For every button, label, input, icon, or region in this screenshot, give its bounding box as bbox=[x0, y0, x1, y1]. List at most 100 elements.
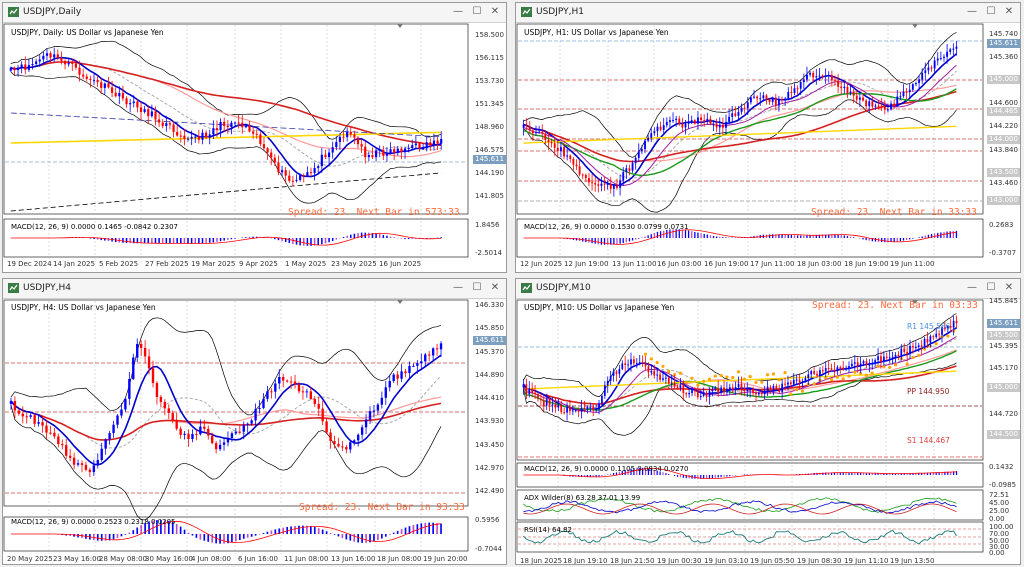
candle bbox=[622, 172, 625, 181]
minimize-button[interactable]: — bbox=[967, 282, 977, 293]
sar-dot bbox=[707, 377, 712, 381]
candle bbox=[234, 431, 238, 434]
price-label: 143.450 bbox=[475, 441, 504, 449]
candle bbox=[100, 82, 103, 88]
candle bbox=[943, 56, 945, 59]
candle bbox=[616, 185, 618, 188]
time-label: 16 Jun 19:00 bbox=[704, 260, 749, 268]
candle bbox=[222, 442, 226, 445]
candle bbox=[880, 356, 882, 362]
rsi-tick: 50.00 bbox=[989, 537, 1010, 545]
sar-dot bbox=[719, 373, 723, 378]
candle bbox=[756, 96, 759, 99]
candle bbox=[554, 404, 557, 408]
candle bbox=[743, 388, 746, 392]
candle bbox=[376, 404, 380, 411]
candle bbox=[690, 120, 693, 122]
price-chart-h1[interactable] bbox=[516, 23, 1020, 272]
minimize-button[interactable]: — bbox=[967, 6, 977, 17]
price-chart-daily[interactable] bbox=[3, 23, 506, 272]
sar-dot bbox=[870, 371, 874, 375]
candle bbox=[20, 64, 23, 68]
maximize-button[interactable]: ☐ bbox=[472, 282, 482, 293]
candle bbox=[885, 356, 888, 358]
candle bbox=[313, 398, 316, 405]
sar-dot bbox=[731, 375, 735, 380]
candle bbox=[237, 122, 240, 124]
chart-window-daily[interactable]: USDJPY,Daily — ☐ ✕ USDJPY, Daily: US Dol… bbox=[2, 2, 507, 273]
candle bbox=[219, 121, 222, 131]
rsi-line bbox=[523, 529, 957, 545]
candle bbox=[569, 406, 571, 412]
sar-dot bbox=[760, 380, 764, 384]
price-chart-h4[interactable] bbox=[3, 299, 506, 564]
candle bbox=[121, 93, 125, 99]
candle bbox=[903, 348, 906, 352]
maximize-button[interactable]: ☐ bbox=[986, 6, 996, 17]
window-titlebar[interactable]: USDJPY,Daily — ☐ ✕ bbox=[3, 3, 506, 23]
level-tag: 143.000 bbox=[987, 196, 1020, 205]
candle bbox=[566, 155, 569, 157]
maximize-button[interactable]: ☐ bbox=[472, 6, 482, 17]
candle bbox=[656, 126, 659, 132]
price-label: 145.850 bbox=[475, 324, 504, 332]
window-titlebar[interactable]: USDJPY,H4 — ☐ ✕ bbox=[3, 279, 506, 299]
current-price-tag: 145.611 bbox=[987, 319, 1020, 328]
minimize-button[interactable]: — bbox=[453, 6, 463, 17]
chart-window-m10[interactable]: USDJPY,M10 — ☐ ✕ USDJPY, M10: US Dollar … bbox=[515, 278, 1021, 565]
candle bbox=[432, 140, 436, 146]
candle bbox=[540, 399, 542, 401]
price-chart-m10[interactable] bbox=[516, 299, 1020, 564]
candle bbox=[670, 382, 673, 384]
candle bbox=[862, 361, 865, 364]
sar-dot bbox=[876, 364, 880, 368]
close-button[interactable]: ✕ bbox=[1004, 6, 1014, 17]
candle bbox=[407, 147, 410, 149]
candle bbox=[836, 367, 839, 372]
candle bbox=[743, 107, 746, 109]
candle bbox=[763, 390, 766, 395]
window-titlebar[interactable]: USDJPY,M10 — ☐ ✕ bbox=[516, 279, 1020, 299]
chart-window-h4[interactable]: USDJPY,H4 — ☐ ✕ USDJPY, H4: US Dollar vs… bbox=[2, 278, 507, 565]
time-label: 19 Jun 11:10 bbox=[844, 557, 889, 565]
candle bbox=[280, 170, 284, 173]
candle bbox=[606, 380, 609, 386]
close-button[interactable]: ✕ bbox=[1004, 282, 1014, 293]
candle bbox=[291, 180, 294, 182]
minimize-button[interactable]: — bbox=[453, 282, 463, 293]
sar-dot bbox=[824, 376, 828, 380]
ma-line bbox=[522, 365, 957, 405]
price-label: 146.330 bbox=[475, 301, 504, 309]
chart-window-h1[interactable]: USDJPY,H1 — ☐ ✕ USDJPY, H1: US Dollar vs… bbox=[515, 2, 1021, 273]
price-label: 145.360 bbox=[989, 53, 1018, 61]
candle bbox=[371, 155, 374, 158]
candle bbox=[288, 175, 291, 181]
candle bbox=[183, 135, 186, 140]
sar-dot bbox=[748, 375, 752, 379]
ma-line bbox=[523, 88, 957, 177]
sar-dot bbox=[795, 387, 799, 392]
candle bbox=[82, 74, 85, 77]
candle bbox=[41, 422, 44, 426]
maximize-button[interactable]: ☐ bbox=[986, 282, 996, 293]
candle bbox=[161, 122, 164, 127]
candle bbox=[45, 425, 48, 433]
window-titlebar[interactable]: USDJPY,H1 — ☐ ✕ bbox=[516, 3, 1020, 23]
time-label: 19 Jun 13:50 bbox=[890, 557, 935, 565]
adx-tick: 45.00 bbox=[989, 499, 1010, 507]
sar-dot bbox=[783, 371, 787, 375]
candle bbox=[575, 164, 578, 167]
chart-window-icon bbox=[8, 7, 19, 17]
candle bbox=[615, 371, 618, 374]
sar-dot bbox=[882, 365, 886, 369]
candle bbox=[110, 87, 114, 93]
candle bbox=[821, 75, 824, 77]
close-button[interactable]: ✕ bbox=[490, 282, 500, 293]
candle bbox=[61, 443, 64, 446]
candle bbox=[653, 370, 656, 376]
candle bbox=[531, 388, 534, 393]
candle bbox=[641, 362, 644, 364]
sar-dot bbox=[754, 380, 758, 384]
candle bbox=[777, 99, 780, 106]
close-button[interactable]: ✕ bbox=[490, 6, 500, 17]
